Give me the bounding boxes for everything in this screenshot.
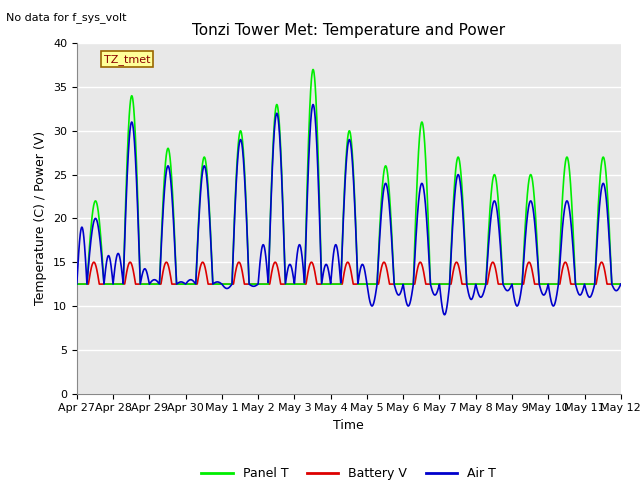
- Battery V: [168, 278, 175, 284]
- Battery V: [90, 259, 98, 265]
- Line: Panel T: Panel T: [77, 70, 621, 284]
- Panel T: [548, 281, 556, 287]
- Title: Tonzi Tower Met: Temperature and Power: Tonzi Tower Met: Temperature and Power: [192, 23, 506, 38]
- X-axis label: Time: Time: [333, 419, 364, 432]
- Panel T: [282, 281, 289, 287]
- Air T: [73, 281, 81, 287]
- Air T: [617, 281, 625, 287]
- Air T: [167, 182, 175, 188]
- Line: Air T: Air T: [77, 105, 621, 315]
- Air T: [607, 258, 614, 264]
- Panel T: [607, 248, 614, 253]
- Battery V: [73, 281, 81, 287]
- Line: Battery V: Battery V: [77, 262, 621, 284]
- Air T: [309, 102, 317, 108]
- Air T: [135, 239, 143, 245]
- Y-axis label: Temperature (C) / Power (V): Temperature (C) / Power (V): [35, 132, 47, 305]
- Battery V: [607, 281, 614, 287]
- Panel T: [309, 67, 317, 72]
- Text: No data for f_sys_volt: No data for f_sys_volt: [6, 12, 127, 23]
- Panel T: [167, 167, 175, 173]
- Air T: [441, 312, 449, 318]
- Air T: [282, 281, 289, 287]
- Air T: [305, 150, 313, 156]
- Battery V: [305, 264, 313, 270]
- Air T: [548, 301, 556, 307]
- Text: TZ_tmet: TZ_tmet: [104, 54, 150, 65]
- Legend: Panel T, Battery V, Air T: Panel T, Battery V, Air T: [196, 462, 501, 480]
- Panel T: [617, 281, 625, 287]
- Battery V: [282, 281, 289, 287]
- Battery V: [548, 281, 556, 287]
- Battery V: [135, 281, 143, 287]
- Battery V: [617, 281, 625, 287]
- Panel T: [135, 232, 143, 238]
- Panel T: [73, 281, 81, 287]
- Panel T: [305, 125, 313, 131]
